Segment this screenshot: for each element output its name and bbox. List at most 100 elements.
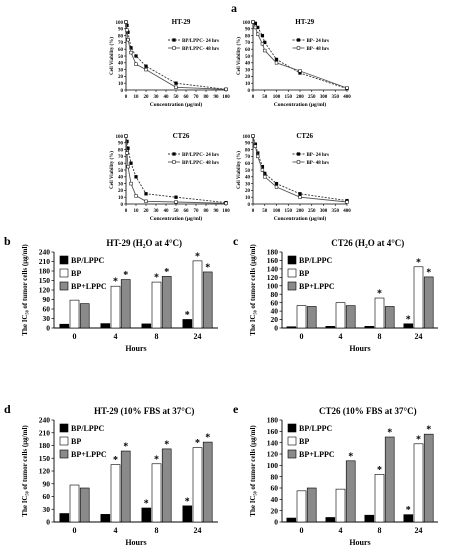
y-tick-label: 40: [271, 307, 279, 316]
data-point: [144, 192, 148, 196]
data-point: [125, 151, 129, 155]
legend-label: BP/LPPC: [71, 424, 105, 433]
significance-marker: *: [426, 425, 431, 436]
y-tick-label: 0: [248, 89, 251, 94]
data-point: [174, 200, 178, 204]
y-tick-label: 100: [243, 135, 251, 140]
y-tick-label: 0: [274, 518, 278, 527]
significance-marker: *: [113, 455, 118, 466]
legend-marker: [296, 46, 301, 50]
y-tick-label: 90: [245, 142, 251, 147]
x-tick-label: 8: [378, 526, 382, 535]
bar: [182, 319, 193, 329]
bar: [100, 323, 111, 329]
panel-title: HT-29 (H₂O at 4°C): [106, 238, 182, 248]
y-tick-label: 0: [248, 203, 251, 208]
y-tick-label: 100: [267, 461, 279, 470]
legend-swatch: [287, 281, 297, 291]
data-point: [263, 175, 267, 179]
series-line: [125, 135, 227, 204]
x-tick-label: 100: [222, 209, 230, 214]
bar: [364, 326, 375, 329]
legend-label: BP+LPPC: [299, 450, 335, 459]
data-point: [126, 38, 130, 42]
legend-label: BP/LPPC: [71, 256, 105, 265]
bar: [335, 488, 346, 523]
significance-marker: *: [348, 451, 353, 462]
bar: [403, 514, 414, 523]
bar: [110, 464, 121, 523]
y-tick-label: 10: [118, 82, 124, 87]
legend-label: BP/LPPC- 24 hrs: [182, 153, 219, 158]
bar: [69, 299, 80, 329]
series-line: [252, 135, 348, 202]
data-point: [126, 164, 130, 169]
legend-label: BP- 24 hrs: [306, 39, 329, 44]
bar: [110, 285, 121, 329]
y-tick-label: 90: [43, 479, 51, 488]
y-tick-label: 150: [39, 454, 51, 463]
bar: [202, 271, 213, 329]
y-tick-label: 90: [245, 28, 251, 33]
y-tick-label: 40: [245, 176, 251, 181]
legend-swatch: [59, 255, 69, 265]
data-point: [174, 81, 178, 85]
y-tick-label: 0: [274, 324, 278, 333]
data-point: [274, 61, 279, 65]
legend-label: BP: [71, 269, 81, 278]
x-tick-label: 40: [164, 209, 170, 214]
data-point: [298, 192, 302, 196]
panel-title: CT26 (H₂O at 4°C): [331, 238, 404, 248]
y-axis-label: The IC₅₀ of tumor cells (μg/ml): [21, 425, 29, 517]
y-tick-label: 120: [39, 286, 51, 295]
y-tick-label: 60: [118, 162, 124, 167]
x-tick-label: 150: [285, 209, 293, 214]
y-tick-label: 120: [39, 467, 51, 476]
x-tick-label: 350: [332, 95, 340, 100]
y-axis-label: The IC₅₀ of tumor cells (μg/ml): [249, 425, 257, 517]
significance-marker: *: [195, 438, 200, 449]
bar: [423, 276, 434, 329]
y-tick-label: 10: [245, 196, 251, 201]
x-tick-label: 24: [415, 332, 423, 341]
y-tick-label: 100: [116, 21, 124, 26]
data-point: [129, 50, 133, 55]
y-tick-label: 240: [39, 248, 51, 257]
x-tick-label: 50: [174, 209, 180, 214]
y-tick-label: 50: [118, 169, 124, 174]
x-tick-label: 4: [339, 526, 343, 535]
x-tick-label: 30: [154, 95, 160, 100]
y-tick-label: 60: [118, 48, 124, 53]
significance-marker: *: [387, 428, 392, 439]
legend-swatch: [287, 268, 297, 278]
x-axis-label: Hours: [125, 344, 146, 353]
x-tick-label: 0: [73, 526, 77, 535]
y-tick-label: 40: [271, 495, 279, 504]
series-line: [125, 21, 227, 90]
y-tick-label: 0: [121, 203, 124, 208]
y-tick-label: 100: [267, 281, 279, 290]
legend-label: BP/LPPC: [299, 256, 333, 265]
panel-letter: e: [233, 402, 239, 416]
significance-marker: *: [185, 310, 190, 321]
data-point: [256, 154, 260, 159]
x-tick-label: 8: [155, 526, 159, 535]
x-tick-label: 0: [300, 332, 304, 341]
significance-marker: *: [185, 496, 190, 507]
x-tick-label: 8: [378, 332, 382, 341]
y-tick-label: 70: [245, 155, 251, 160]
data-point: [174, 195, 178, 199]
y-tick-label: 160: [267, 427, 279, 436]
x-axis-label: Hours: [125, 538, 146, 547]
x-tick-label: 24: [415, 526, 423, 535]
y-axis-label: Cell Viability (%): [110, 151, 115, 189]
legend-swatch: [59, 423, 69, 433]
bar: [413, 266, 424, 329]
y-tick-label: 80: [271, 290, 279, 299]
y-tick-label: 30: [245, 182, 251, 187]
y-tick-label: 60: [271, 298, 279, 307]
data-point: [253, 144, 257, 148]
